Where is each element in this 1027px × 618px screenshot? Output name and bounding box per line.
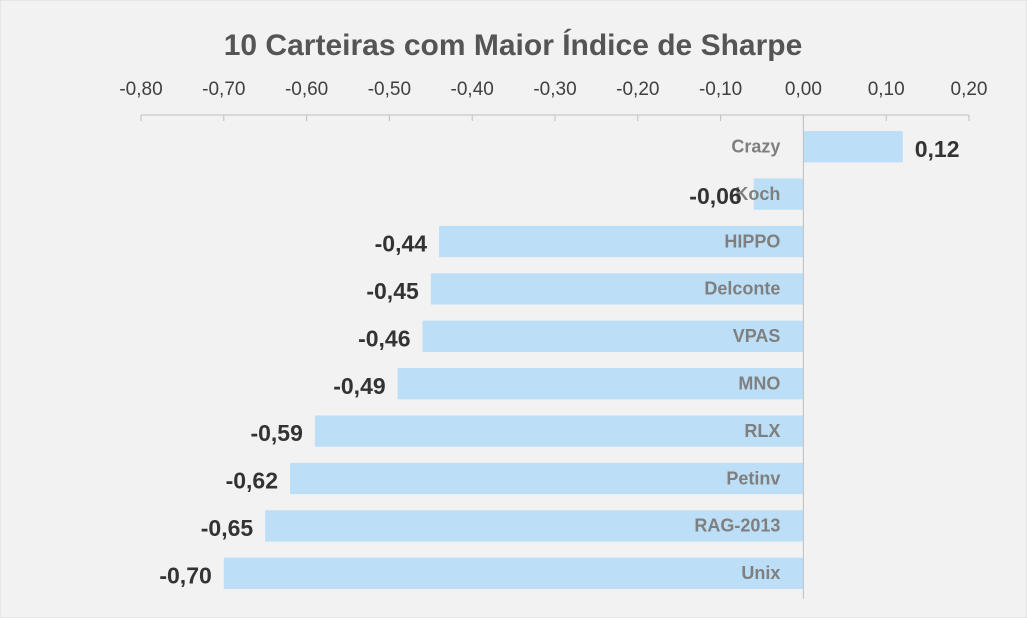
category-label: VPAS [733,326,781,346]
x-tick-label: -0,60 [285,79,328,100]
x-tick-label: -0,10 [699,79,742,100]
category-label: Petinv [726,468,780,488]
chart-title: 10 Carteiras com Maior Índice de Sharpe [224,28,803,62]
x-tick-label: -0,30 [533,79,576,100]
x-tick-label: -0,50 [368,79,411,100]
value-label: -0,44 [375,231,428,257]
value-label: -0,45 [366,278,419,304]
x-tick-label: -0,70 [202,79,245,100]
value-label: 0,12 [915,136,960,162]
value-label: -0,70 [159,562,211,588]
bar [439,225,804,258]
bar [803,131,903,163]
bar [753,178,804,210]
x-tick-label: 0,20 [951,79,988,100]
value-label: -0,59 [250,420,302,446]
bar [430,273,804,305]
value-label: -0,46 [358,325,410,351]
bar [265,510,804,542]
category-label: RLX [744,421,780,441]
value-label: -0,49 [333,373,385,399]
category-label: RAG-2013 [694,516,780,536]
bar [290,462,804,495]
category-label: HIPPO [724,231,780,251]
bar [422,320,804,352]
bar [397,368,804,400]
category-label: Koch [735,184,780,204]
category-label: MNO [738,373,780,393]
value-label: -0,62 [226,468,278,494]
x-tick-label: 0,00 [785,79,822,100]
bar [223,557,804,589]
x-tick-label: 0,10 [868,79,905,100]
value-label: -0,06 [689,183,741,209]
x-tick-label: -0,40 [451,79,494,100]
category-label: Delconte [704,279,780,299]
category-label: Crazy [731,136,780,156]
x-tick-label: -0,80 [119,79,162,100]
bar [314,415,804,447]
category-label: Unix [741,563,780,583]
value-label: -0,65 [201,515,254,541]
x-tick-label: -0,20 [616,79,659,100]
